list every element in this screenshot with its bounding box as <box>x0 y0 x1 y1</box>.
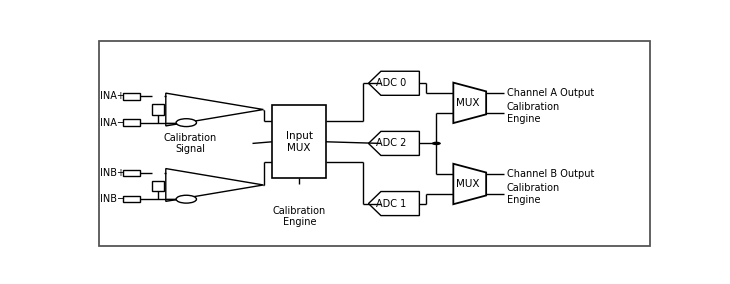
Text: Calibration
Signal: Calibration Signal <box>164 133 217 154</box>
Text: ADC 0: ADC 0 <box>376 78 407 88</box>
Bar <box>272 105 326 178</box>
Text: ADC 2: ADC 2 <box>376 138 407 149</box>
Text: INA+: INA+ <box>100 91 125 101</box>
Circle shape <box>432 142 441 145</box>
Text: MUX: MUX <box>456 98 480 108</box>
Bar <box>123 93 140 100</box>
Text: Channel A Output: Channel A Output <box>507 88 593 98</box>
Bar <box>123 170 140 176</box>
Bar <box>152 181 164 191</box>
Bar <box>123 196 140 202</box>
Circle shape <box>176 195 196 203</box>
Text: INA−: INA− <box>100 118 126 128</box>
Text: INB−: INB− <box>100 194 126 204</box>
Text: Calibration
Engine: Calibration Engine <box>507 102 560 124</box>
Text: Calibration
Engine: Calibration Engine <box>507 183 560 205</box>
Text: Channel B Output: Channel B Output <box>507 169 594 179</box>
Text: ADC 1: ADC 1 <box>376 199 407 208</box>
Circle shape <box>176 119 196 127</box>
Text: MUX: MUX <box>456 179 480 189</box>
Bar <box>152 104 164 115</box>
Text: INB+: INB+ <box>100 168 126 178</box>
Bar <box>123 119 140 126</box>
Text: Input
MUX: Input MUX <box>285 131 312 153</box>
Text: Calibration
Engine: Calibration Engine <box>273 206 326 227</box>
